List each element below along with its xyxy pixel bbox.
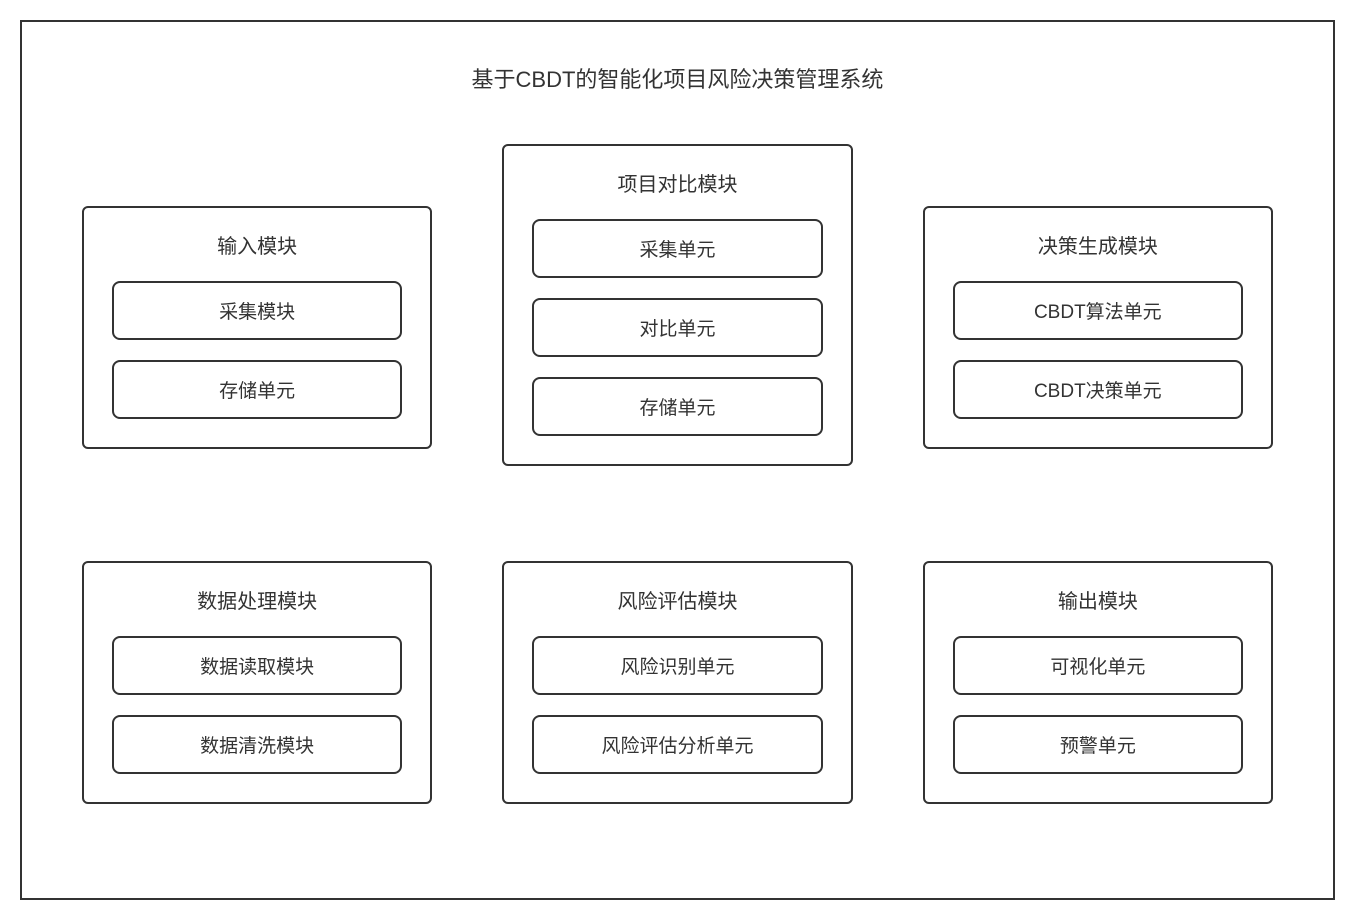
unit-box: 数据读取模块 bbox=[112, 636, 402, 695]
unit-box: 风险评估分析单元 bbox=[532, 715, 822, 774]
unit-box: 可视化单元 bbox=[953, 636, 1243, 695]
unit-box: 预警单元 bbox=[953, 715, 1243, 774]
module-input: 输入模块 采集模块 存储单元 bbox=[82, 206, 432, 449]
module-title: 输入模块 bbox=[217, 230, 297, 259]
module-risk-assess: 风险评估模块 风险识别单元 风险评估分析单元 bbox=[502, 561, 852, 804]
unit-box: CBDT算法单元 bbox=[953, 281, 1243, 340]
unit-box: CBDT决策单元 bbox=[953, 360, 1243, 419]
unit-box: 数据清洗模块 bbox=[112, 715, 402, 774]
module-decision-gen: 决策生成模块 CBDT算法单元 CBDT决策单元 bbox=[923, 206, 1273, 449]
diagram-title: 基于CBDT的智能化项目风险决策管理系统 bbox=[82, 62, 1273, 94]
diagram-outer-frame: 基于CBDT的智能化项目风险决策管理系统 输入模块 采集模块 存储单元 项目对比… bbox=[20, 20, 1335, 900]
module-title: 输出模块 bbox=[1058, 585, 1138, 614]
unit-box: 风险识别单元 bbox=[532, 636, 822, 695]
module-title: 项目对比模块 bbox=[617, 168, 737, 197]
unit-box: 存储单元 bbox=[112, 360, 402, 419]
module-title: 风险评估模块 bbox=[617, 585, 737, 614]
module-data-process: 数据处理模块 数据读取模块 数据清洗模块 bbox=[82, 561, 432, 804]
unit-box: 采集单元 bbox=[532, 219, 822, 278]
module-output: 输出模块 可视化单元 预警单元 bbox=[923, 561, 1273, 804]
module-title: 数据处理模块 bbox=[197, 585, 317, 614]
module-title: 决策生成模块 bbox=[1038, 230, 1158, 259]
module-grid: 输入模块 采集模块 存储单元 项目对比模块 采集单元 对比单元 存储单元 决策生… bbox=[82, 144, 1273, 848]
module-project-compare: 项目对比模块 采集单元 对比单元 存储单元 bbox=[502, 144, 852, 466]
unit-box: 采集模块 bbox=[112, 281, 402, 340]
unit-box: 对比单元 bbox=[532, 298, 822, 357]
unit-box: 存储单元 bbox=[532, 377, 822, 436]
